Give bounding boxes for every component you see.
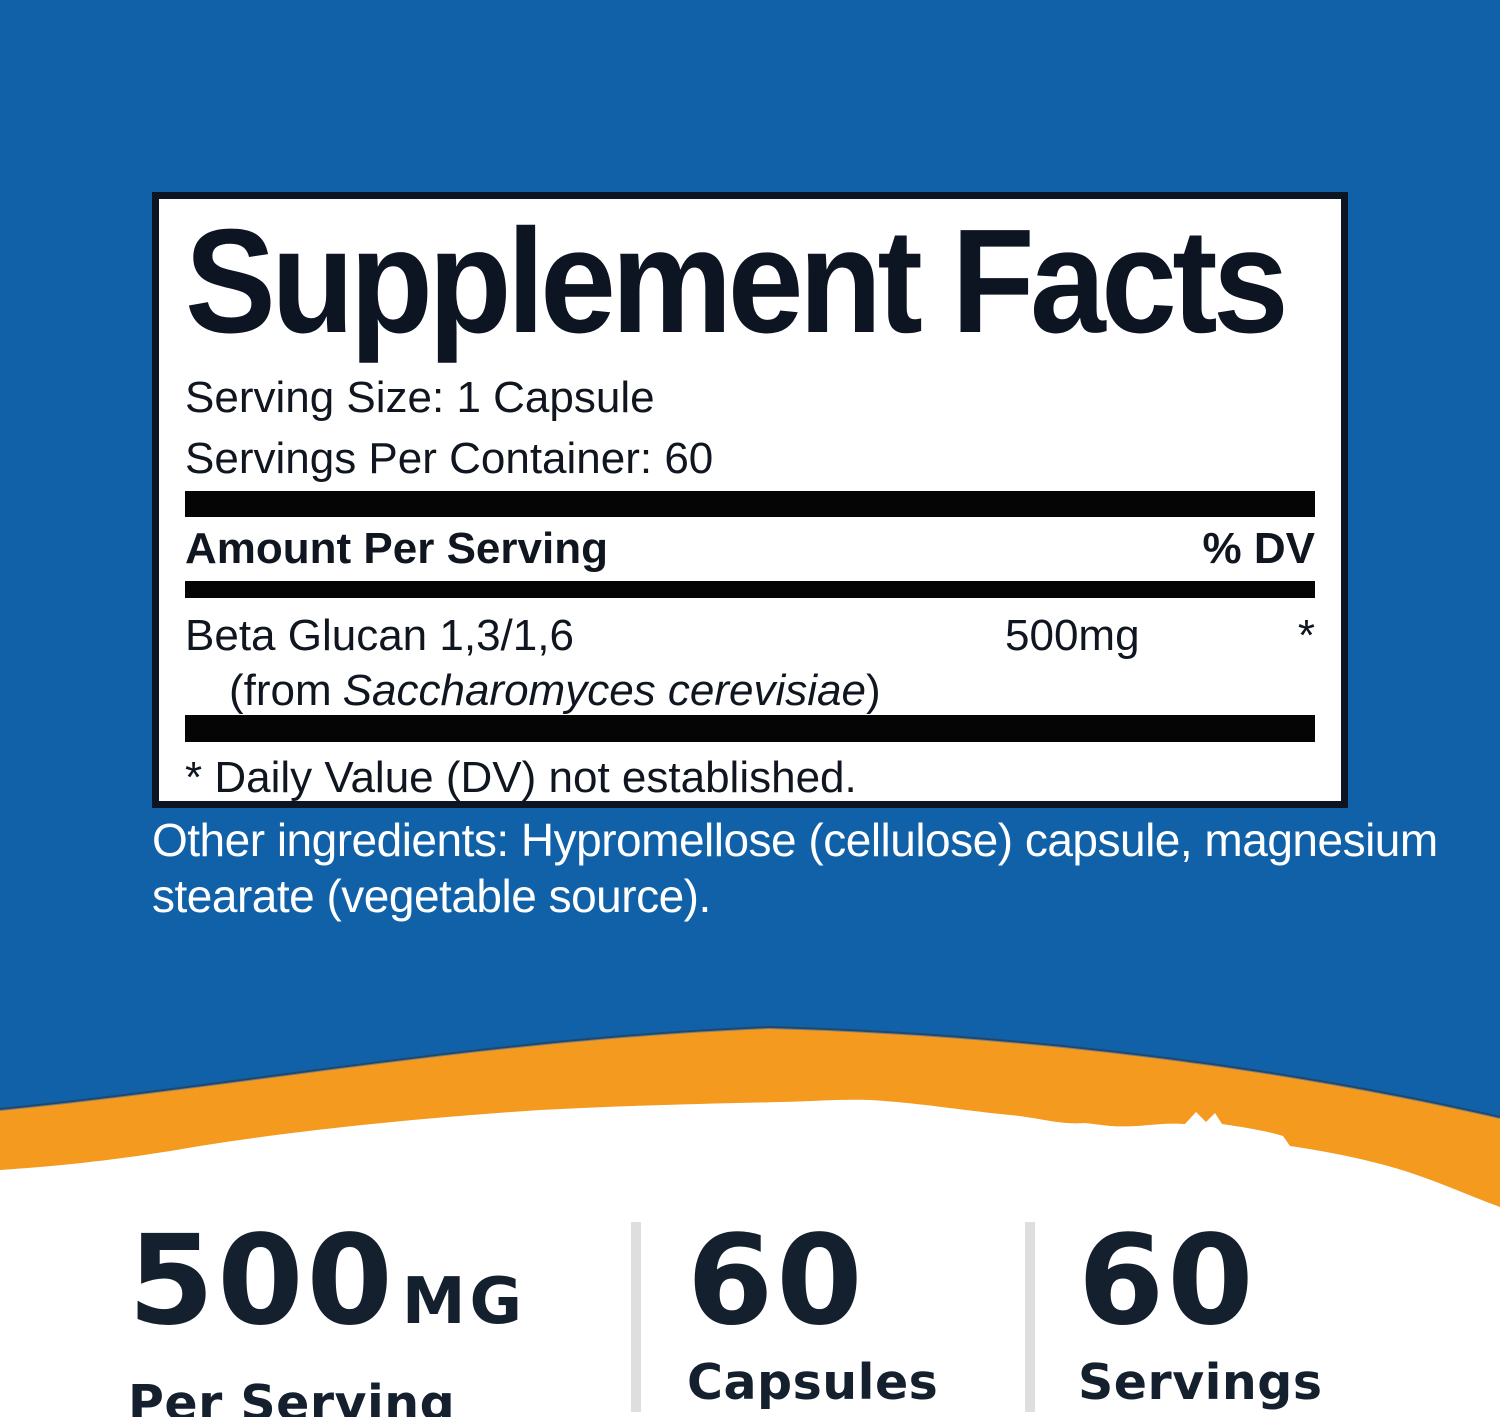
serving-info: Serving Size: 1 Capsule Servings Per Con…: [185, 367, 1315, 489]
orange-wave-shape: [0, 1029, 1500, 1207]
stat-capsules: 60 Capsules: [687, 1218, 938, 1410]
separator-bar-thick-top: [185, 491, 1315, 517]
ingredient-amount: 500mg: [1005, 611, 1140, 660]
stat-capsules-label: Capsules: [687, 1354, 939, 1411]
other-ingredients-text: Other ingredients: Hypromellose (cellulo…: [152, 812, 1462, 924]
separator-bar-thick-bottom: [185, 715, 1315, 742]
source-prefix: (from: [229, 666, 332, 715]
other-ingredients-line2: stearate (vegetable source).: [152, 870, 711, 922]
stat-divider: [631, 1222, 641, 1412]
stat-capsules-number: 60: [687, 1209, 866, 1353]
wave-shadow-line: [0, 1025, 1500, 1120]
other-ingredients-line1: Other ingredients: Hypromellose (cellulo…: [152, 814, 1438, 866]
stat-per-serving-unit: MG: [401, 1265, 527, 1339]
daily-value-footnote: * Daily Value (DV) not established.: [185, 753, 857, 802]
stat-servings-label: Servings: [1078, 1354, 1323, 1411]
stat-divider: [1025, 1222, 1035, 1412]
stat-servings-value: 60: [1078, 1218, 1323, 1344]
serving-size-line: Serving Size: 1 Capsule: [185, 373, 655, 422]
ingredient-percent-dv: *: [1297, 611, 1315, 660]
ingredient-source-line: (from Saccharomyces cerevisiae): [185, 667, 1315, 715]
percent-dv-header: % DV: [1202, 524, 1315, 573]
separator-bar-thin: [185, 581, 1315, 598]
stat-servings-number: 60: [1078, 1209, 1257, 1353]
stat-servings: 60 Servings: [1078, 1218, 1323, 1410]
source-species-name: Saccharomyces cerevisiae: [342, 666, 866, 715]
stats-row: 500 MG Per Serving 60 Capsules 60 Servin…: [0, 1214, 1500, 1417]
stat-per-serving-label: Per Serving: [128, 1375, 456, 1417]
stat-per-serving-number: 500: [128, 1209, 396, 1353]
supplement-facts-panel: Supplement Facts Serving Size: 1 Capsule…: [152, 192, 1348, 808]
ingredient-row: Beta Glucan 1,3/1,6 500mg *: [185, 611, 1315, 660]
stat-capsules-value: 60: [687, 1218, 938, 1344]
supplement-facts-title: Supplement Facts: [185, 199, 1289, 364]
ingredient-name: Beta Glucan 1,3/1,6: [185, 611, 574, 660]
amount-per-serving-header: Amount Per Serving: [185, 524, 608, 573]
stat-per-serving: 500 MG Per Serving: [128, 1218, 526, 1417]
amount-per-serving-header-row: Amount Per Serving % DV: [185, 517, 1315, 581]
source-suffix: ): [865, 666, 881, 715]
servings-per-container-line: Servings Per Container: 60: [185, 434, 714, 483]
stat-per-serving-value: 500 MG: [128, 1218, 526, 1365]
